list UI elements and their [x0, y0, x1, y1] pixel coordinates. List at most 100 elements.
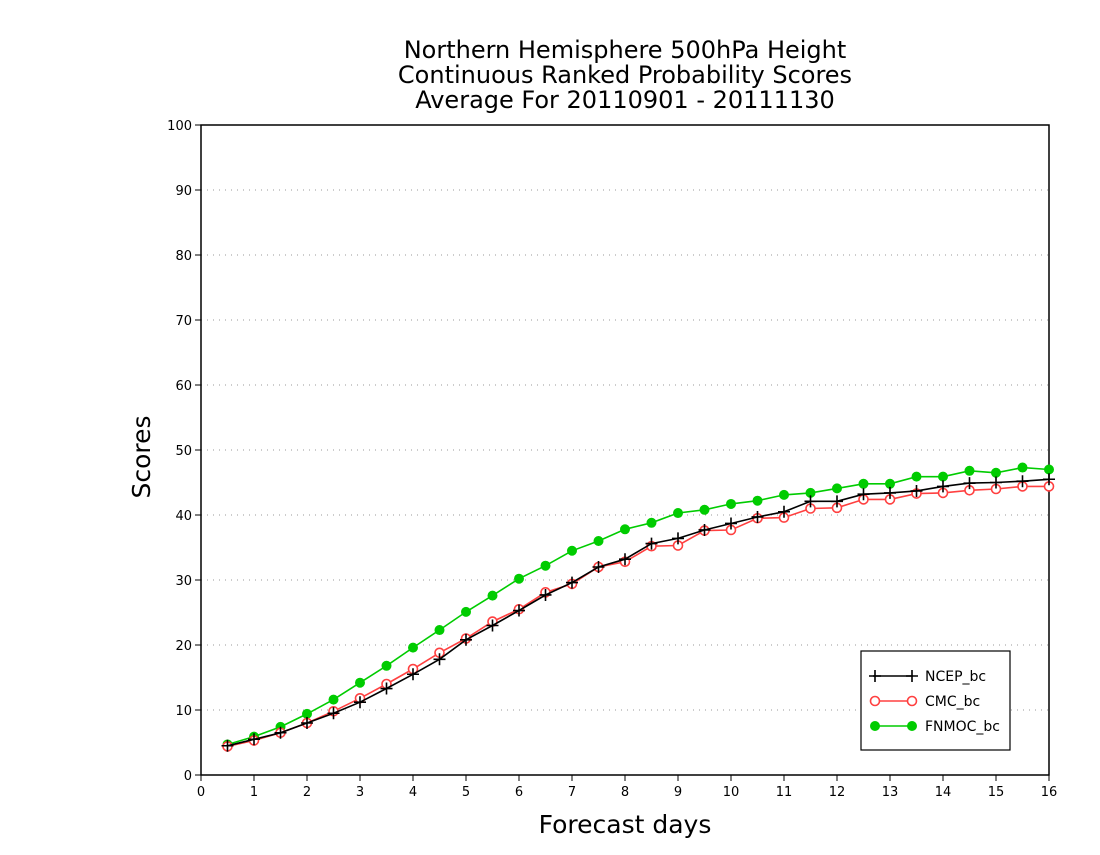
- point-fnmoc-bc-20: [726, 498, 736, 509]
- point-ncep-bc-11: [486, 619, 499, 632]
- title-line-1: Northern Hemisphere 500hPa Height: [404, 36, 847, 64]
- point-fnmoc-bc-8: [408, 642, 418, 653]
- y-tick-label-10: 10: [175, 704, 192, 719]
- point-fnmoc-bc-24: [832, 483, 842, 494]
- point-ncep-bc-17: [645, 537, 658, 550]
- point-ncep-bc-18: [672, 532, 684, 545]
- point-fnmoc-bc-9: [434, 625, 445, 636]
- point-ncep-bc-15: [592, 561, 605, 573]
- point-ncep-bc-24: [831, 495, 843, 508]
- point-ncep-bc-25: [857, 488, 870, 501]
- grid: [201, 189, 1049, 711]
- point-fnmoc-bc-15: [593, 536, 604, 546]
- point-ncep-bc-28: [937, 480, 949, 493]
- x-tick-label-12: 12: [829, 785, 846, 800]
- series-ncep-bc: [221, 473, 1055, 752]
- y-tick-label-80: 80: [175, 249, 192, 264]
- point-fnmoc-bc-18: [673, 508, 683, 519]
- point-ncep-bc-5: [327, 707, 340, 720]
- legend-label-fnmoc-bc: FNMOC_bc: [925, 719, 1000, 735]
- legend-marker-end-fnmoc-bc: [907, 721, 917, 731]
- x-tick-label-14: 14: [935, 785, 952, 800]
- point-ncep-bc-27: [910, 484, 923, 497]
- point-ncep-bc-16: [619, 553, 631, 566]
- point-fnmoc-bc-30: [991, 467, 1001, 478]
- point-ncep-bc-21: [751, 510, 764, 523]
- point-ncep-bc-13: [539, 588, 552, 601]
- point-fnmoc-bc-25: [858, 478, 869, 489]
- x-tick-label-7: 7: [568, 785, 576, 800]
- point-fnmoc-bc-16: [620, 524, 630, 535]
- x-tick-label-13: 13: [882, 785, 899, 800]
- title-line-2: Continuous Ranked Probability Scores: [398, 61, 852, 89]
- y-tick-label-100: 100: [167, 119, 192, 134]
- y-tick-label-30: 30: [175, 574, 192, 589]
- point-ncep-bc-8: [407, 668, 419, 681]
- point-ncep-bc-12: [513, 604, 525, 617]
- point-fnmoc-bc-28: [938, 471, 948, 482]
- y-tick-label-90: 90: [175, 184, 192, 199]
- point-ncep-bc-10: [460, 633, 472, 646]
- x-tick-label-2: 2: [303, 785, 311, 800]
- point-ncep-bc-20: [725, 517, 737, 530]
- x-tick-label-8: 8: [621, 785, 629, 800]
- point-ncep-bc-3: [274, 726, 287, 739]
- y-tick-label-40: 40: [175, 509, 192, 524]
- point-fnmoc-bc-22: [779, 489, 789, 500]
- chart-title: Northern Hemisphere 500hPa HeightContinu…: [398, 36, 852, 114]
- point-fnmoc-bc-17: [646, 517, 657, 528]
- point-ncep-bc-4: [301, 717, 313, 729]
- y-tick-label-60: 60: [175, 379, 192, 394]
- legend-marker-end-cmc-bc: [906, 695, 918, 707]
- legend-marker-start-ncep-bc: [869, 670, 881, 682]
- y-tick-label-0: 0: [184, 769, 192, 784]
- point-ncep-bc-31: [1016, 475, 1029, 488]
- legend-marker-start-fnmoc-bc: [870, 721, 880, 731]
- series-fnmoc-bc: [222, 462, 1054, 750]
- point-fnmoc-bc-5: [328, 694, 339, 705]
- legend: NCEP_bc CMC_bc FNMOC_bc: [860, 650, 1011, 751]
- y-tick-label-50: 50: [175, 444, 192, 459]
- point-ncep-bc-23: [804, 495, 817, 508]
- point-fnmoc-bc-19: [699, 504, 710, 515]
- point-fnmoc-bc-13: [540, 560, 551, 571]
- x-tick-label-11: 11: [776, 785, 793, 800]
- x-tick-label-16: 16: [1041, 785, 1058, 800]
- legend-marker-end-ncep-bc: [906, 670, 918, 682]
- point-fnmoc-bc-31: [1017, 462, 1028, 473]
- x-tick-label-0: 0: [197, 785, 205, 800]
- y-tick-label-70: 70: [175, 314, 192, 329]
- x-tick-label-10: 10: [723, 785, 740, 800]
- x-tick-label-4: 4: [409, 785, 417, 800]
- legend-marker-start-cmc-bc: [869, 695, 881, 707]
- point-ncep-bc-2: [248, 733, 260, 746]
- y-tick-label-20: 20: [175, 639, 192, 654]
- point-fnmoc-bc-6: [355, 677, 365, 688]
- point-fnmoc-bc-14: [567, 545, 577, 556]
- point-ncep-bc-7: [380, 682, 393, 695]
- point-fnmoc-bc-10: [461, 606, 471, 617]
- x-tick-label-6: 6: [515, 785, 523, 800]
- series-lines: [221, 462, 1055, 752]
- x-tick-label-1: 1: [250, 785, 258, 800]
- point-ncep-bc-19: [698, 523, 711, 536]
- point-fnmoc-bc-12: [514, 573, 524, 584]
- x-tick-label-3: 3: [356, 785, 364, 800]
- point-ncep-bc-26: [884, 486, 896, 499]
- y-axis-label: Scores: [127, 415, 156, 498]
- x-tick-label-9: 9: [674, 785, 682, 800]
- point-fnmoc-bc-7: [381, 660, 392, 671]
- point-ncep-bc-6: [354, 696, 366, 709]
- point-fnmoc-bc-32: [1044, 464, 1054, 475]
- x-axis-label: Forecast days: [539, 810, 712, 839]
- point-fnmoc-bc-29: [964, 465, 975, 476]
- title-line-3: Average For 20110901 - 20111130: [415, 86, 835, 114]
- point-ncep-bc-1: [221, 739, 234, 752]
- point-ncep-bc-14: [566, 576, 578, 589]
- x-tick-label-15: 15: [988, 785, 1005, 800]
- point-ncep-bc-9: [433, 653, 446, 666]
- point-fnmoc-bc-21: [752, 495, 763, 506]
